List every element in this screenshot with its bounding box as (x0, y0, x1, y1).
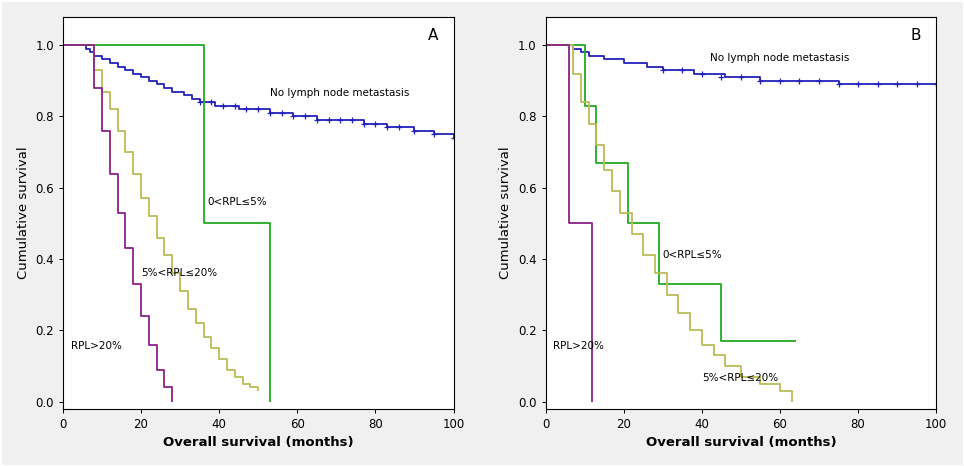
Text: 5%<RPL≤20%: 5%<RPL≤20% (702, 373, 778, 384)
Text: 0<RPL≤5%: 0<RPL≤5% (207, 197, 267, 207)
Text: 0<RPL≤5%: 0<RPL≤5% (663, 251, 722, 260)
X-axis label: Overall survival (months): Overall survival (months) (163, 436, 354, 449)
Text: RPL>20%: RPL>20% (70, 342, 121, 351)
Y-axis label: Cumulative survival: Cumulative survival (499, 146, 512, 279)
Text: No lymph node metastasis: No lymph node metastasis (270, 88, 410, 98)
Y-axis label: Cumulative survival: Cumulative survival (16, 146, 30, 279)
Text: A: A (427, 28, 438, 43)
X-axis label: Overall survival (months): Overall survival (months) (646, 436, 836, 449)
Text: B: B (910, 28, 921, 43)
Text: 5%<RPL≤20%: 5%<RPL≤20% (141, 268, 217, 278)
Text: No lymph node metastasis: No lymph node metastasis (710, 53, 849, 62)
Text: RPL>20%: RPL>20% (553, 342, 604, 351)
